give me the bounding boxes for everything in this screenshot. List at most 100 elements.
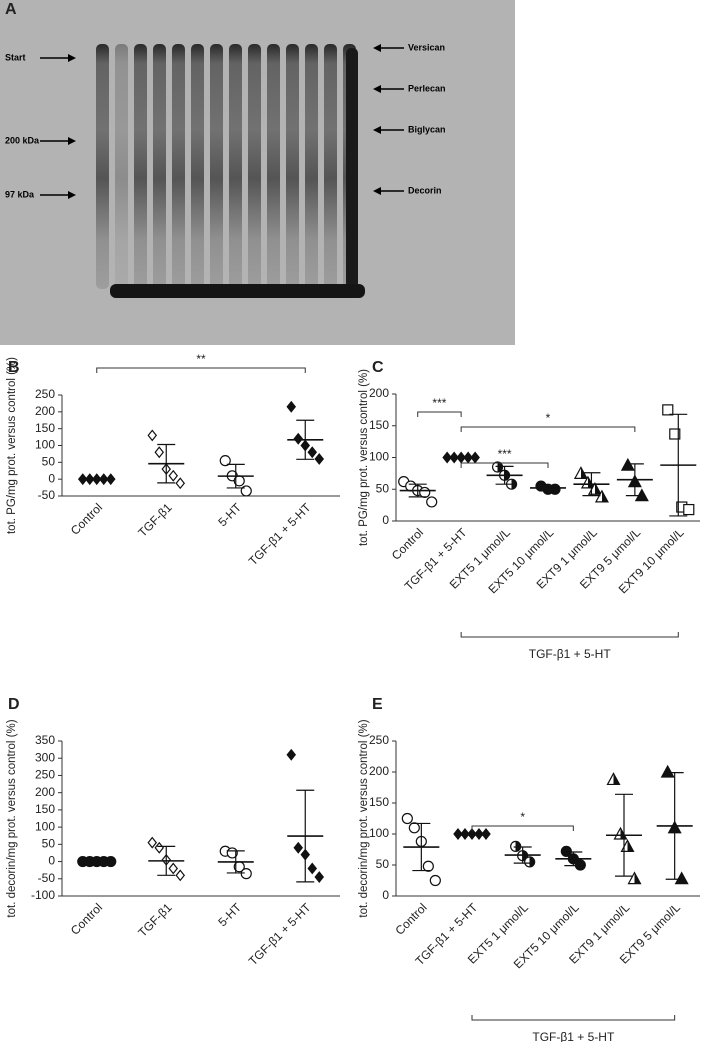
y-tick-label: 50	[376, 481, 390, 495]
data-point	[293, 841, 304, 854]
data-point	[549, 483, 561, 495]
x-tick-label: TGF-β1	[135, 500, 175, 540]
y-tick-label: 150	[369, 795, 389, 809]
gel-lane	[153, 44, 166, 289]
panel-letter: B	[8, 359, 20, 376]
arrow-head	[68, 191, 76, 199]
gel-label: Start	[5, 52, 26, 62]
x-tick-label: TGF-β1 + 5-HT	[246, 500, 314, 568]
gel-lane	[305, 44, 318, 289]
error-bar	[625, 463, 644, 497]
x-tick-label: 5-HT	[215, 500, 244, 529]
gel-lane	[134, 44, 147, 289]
gel-lanes	[96, 44, 358, 289]
arrow-head	[68, 137, 76, 145]
y-tick-label: 50	[376, 857, 390, 871]
gel-lane	[324, 44, 337, 289]
significance-bracket	[471, 825, 574, 831]
error-bar	[226, 850, 245, 874]
gel-lane	[96, 44, 109, 289]
gel-label: Decorin	[408, 185, 442, 195]
panel-letter: E	[372, 696, 383, 713]
y-tick-label: 0	[48, 471, 55, 485]
y-tick-label: 150	[35, 421, 55, 435]
group-bracket	[460, 632, 679, 638]
error-bar	[157, 443, 176, 484]
error-bar	[157, 845, 176, 876]
data-point	[219, 455, 231, 467]
data-point	[510, 840, 522, 853]
panel-letter: A	[5, 1, 17, 18]
data-point	[314, 871, 325, 884]
gel-marker-lane	[346, 48, 358, 288]
error-bar	[539, 484, 557, 492]
data-point	[154, 841, 165, 854]
y-axis-label: tot. PG/mg prot. versus control (%)	[6, 357, 18, 534]
data-point	[314, 453, 325, 465]
data-point	[683, 503, 695, 516]
data-point	[620, 457, 635, 471]
y-tick-label: 250	[369, 733, 389, 747]
y-tick-label: 150	[369, 418, 389, 432]
y-tick-label: 200	[369, 764, 389, 778]
gel-front	[110, 284, 365, 298]
error-bar	[582, 472, 601, 497]
data-point	[429, 874, 441, 887]
y-tick-label: 50	[42, 455, 56, 469]
y-tick-label: 0	[382, 888, 389, 902]
x-tick-label: Control	[389, 525, 426, 562]
y-axis-label: tot. PG/mg prot. versus control (%)	[358, 369, 370, 546]
data-point	[401, 812, 413, 825]
data-point	[419, 486, 431, 499]
data-point	[606, 772, 621, 786]
x-tick-label: 5-HT	[215, 900, 244, 929]
arrow-head	[373, 85, 381, 93]
significance-bracket	[460, 462, 549, 468]
data-point	[560, 845, 572, 857]
data-point	[669, 428, 681, 440]
y-tick-label: -50	[38, 871, 56, 885]
data-point	[175, 869, 186, 882]
error-bar	[226, 463, 245, 489]
y-tick-label: 350	[35, 733, 55, 747]
significance-label: **	[196, 352, 206, 366]
data-point	[426, 496, 438, 508]
data-point	[168, 862, 179, 875]
significance-bracket	[417, 411, 462, 417]
gel-lane	[172, 44, 185, 289]
gel-label: Versican	[408, 42, 445, 52]
x-tick-label: Control	[392, 900, 429, 937]
gel-lane	[286, 44, 299, 289]
gel-lane	[229, 44, 242, 289]
group-label: TGF-β1 + 5-HT	[532, 1030, 615, 1042]
data-point	[627, 871, 642, 885]
y-tick-label: 100	[369, 450, 389, 464]
error-bar	[412, 822, 431, 872]
data-point	[660, 764, 675, 778]
data-point	[168, 469, 179, 482]
error-bar	[408, 483, 427, 498]
gel-lane	[191, 44, 204, 289]
x-tick-label: TGF-β1	[135, 900, 175, 940]
data-point	[147, 836, 158, 849]
y-tick-label: -50	[38, 488, 56, 502]
y-tick-label: 200	[35, 785, 55, 799]
arrow-head	[373, 187, 381, 195]
significance-label: *	[520, 810, 525, 824]
data-point	[574, 859, 586, 871]
data-point	[594, 489, 609, 503]
data-point	[662, 404, 674, 416]
data-point	[307, 862, 318, 875]
x-tick-label: Control	[68, 500, 105, 537]
gel-label: 200 kDa	[5, 135, 40, 145]
gel-lane	[210, 44, 223, 289]
group-bracket	[471, 1015, 676, 1021]
arrow-head	[68, 54, 76, 62]
gel-lane	[267, 44, 280, 289]
data-point	[147, 429, 158, 442]
y-tick-label: 100	[369, 826, 389, 840]
group-label: TGF-β1 + 5-HT	[529, 647, 612, 661]
data-point	[154, 446, 165, 459]
